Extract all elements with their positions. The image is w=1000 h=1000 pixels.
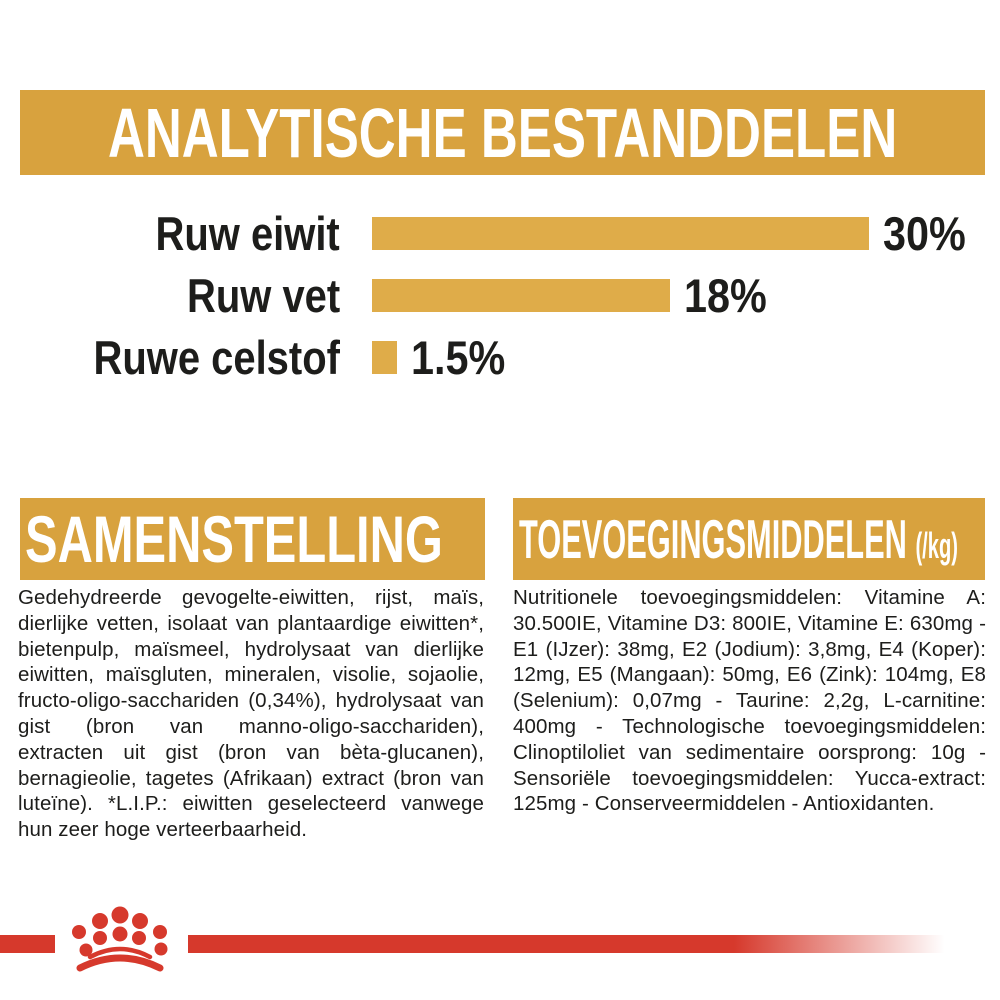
nutrient-label: Ruwe celstof — [93, 330, 340, 384]
composition-title-banner: SAMENSTELLING — [20, 498, 485, 580]
footer-red-line-right — [188, 935, 968, 953]
nutrient-label: Ruw eiwit — [155, 206, 340, 260]
chart-row-ruw-eiwit: Ruw eiwit 30% — [0, 202, 1000, 264]
royal-canin-crown-icon — [72, 906, 168, 972]
analytics-title-banner: ANALYTISCHE BESTANDDELEN — [20, 90, 985, 175]
additives-title-banner: TOEVOEGINGSMIDDELEN (/kg) — [513, 498, 985, 580]
additives-title: TOEVOEGINGSMIDDELEN (/kg) — [519, 507, 959, 570]
analytics-title: ANALYTISCHE BESTANDDELEN — [107, 93, 898, 172]
nutrient-bar — [372, 340, 397, 374]
nutrient-value: 30% — [883, 206, 966, 260]
footer-red-line-left — [0, 935, 55, 953]
additives-title-unit: (/kg) — [915, 524, 959, 566]
nutrient-value: 1.5% — [411, 330, 506, 384]
composition-title: SAMENSTELLING — [25, 502, 443, 576]
composition-body-text: Gedehydreerde gevogelte-eiwitten, rijst,… — [18, 586, 484, 842]
nutrient-bar — [372, 216, 869, 250]
nutrient-value: 18% — [684, 268, 767, 322]
chart-row-ruw-vet: Ruw vet 18% — [0, 264, 1000, 326]
nutrient-bar — [372, 278, 670, 312]
analytics-bar-chart: Ruw eiwit 30% Ruw vet 18% Ruwe celstof 1… — [0, 202, 1000, 388]
additives-body-text: Nutritionele toevoegingsmiddelen: Vitami… — [513, 586, 986, 816]
nutrient-label: Ruw vet — [186, 268, 340, 322]
chart-row-ruwe-celstof: Ruwe celstof 1.5% — [0, 326, 1000, 388]
